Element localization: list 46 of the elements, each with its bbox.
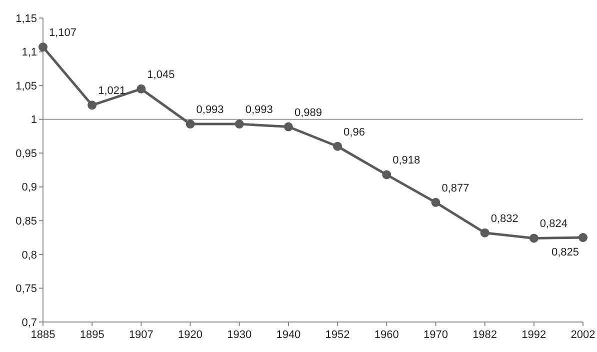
- x-tick-label: 1982: [472, 329, 498, 341]
- data-label: 0,993: [196, 104, 224, 116]
- y-tick-label: 0,8: [22, 249, 37, 262]
- y-tick-label: 1,05: [16, 80, 37, 92]
- x-tick-label: 1940: [276, 329, 301, 341]
- y-tick-label: 0,9: [22, 182, 37, 194]
- point: [284, 122, 293, 132]
- data-label: 1,045: [147, 68, 175, 81]
- point: [234, 120, 244, 129]
- point: [382, 170, 392, 180]
- y-tick-label: 0,85: [16, 216, 37, 228]
- y-tick-label: 1,15: [16, 12, 37, 25]
- point: [431, 198, 440, 207]
- x-tick-label: 1895: [80, 329, 104, 341]
- x-tick-label: 1885: [30, 329, 56, 341]
- y-tick-label: 1,1: [22, 46, 37, 59]
- data-label: 0,96: [344, 126, 365, 138]
- x-tick-label: 1960: [374, 329, 399, 341]
- data-label: 0,832: [490, 212, 518, 225]
- data-label: 0,877: [442, 182, 470, 194]
- x-tick-label: 1952: [325, 329, 350, 341]
- point: [333, 142, 342, 151]
- data-label: 0,825: [551, 246, 579, 259]
- data-label: 0,824: [540, 218, 568, 230]
- point: [38, 42, 48, 52]
- y-tick-label: 1: [30, 114, 37, 126]
- y-tick-label: 0,7: [22, 316, 37, 329]
- x-tick-label: 1907: [128, 329, 154, 341]
- data-label: 0,993: [245, 104, 273, 116]
- x-tick-label: 1920: [178, 329, 203, 341]
- data-label: 1,107: [49, 27, 77, 40]
- data-label: 0,989: [294, 106, 322, 119]
- point: [186, 120, 195, 129]
- point: [529, 234, 538, 243]
- x-tick-label: 2002: [570, 329, 596, 341]
- data-label: 0,918: [392, 154, 420, 167]
- x-tick-label: 1970: [423, 329, 448, 341]
- point: [578, 233, 588, 242]
- x-tick-label: 1930: [227, 329, 252, 341]
- point: [136, 84, 146, 94]
- point: [480, 228, 490, 238]
- data-label: 1,021: [98, 85, 126, 98]
- x-tick-label: 1992: [522, 329, 546, 341]
- y-tick-label: 0,75: [16, 283, 37, 296]
- y-tick-label: 0,95: [16, 148, 37, 160]
- point: [88, 100, 97, 110]
